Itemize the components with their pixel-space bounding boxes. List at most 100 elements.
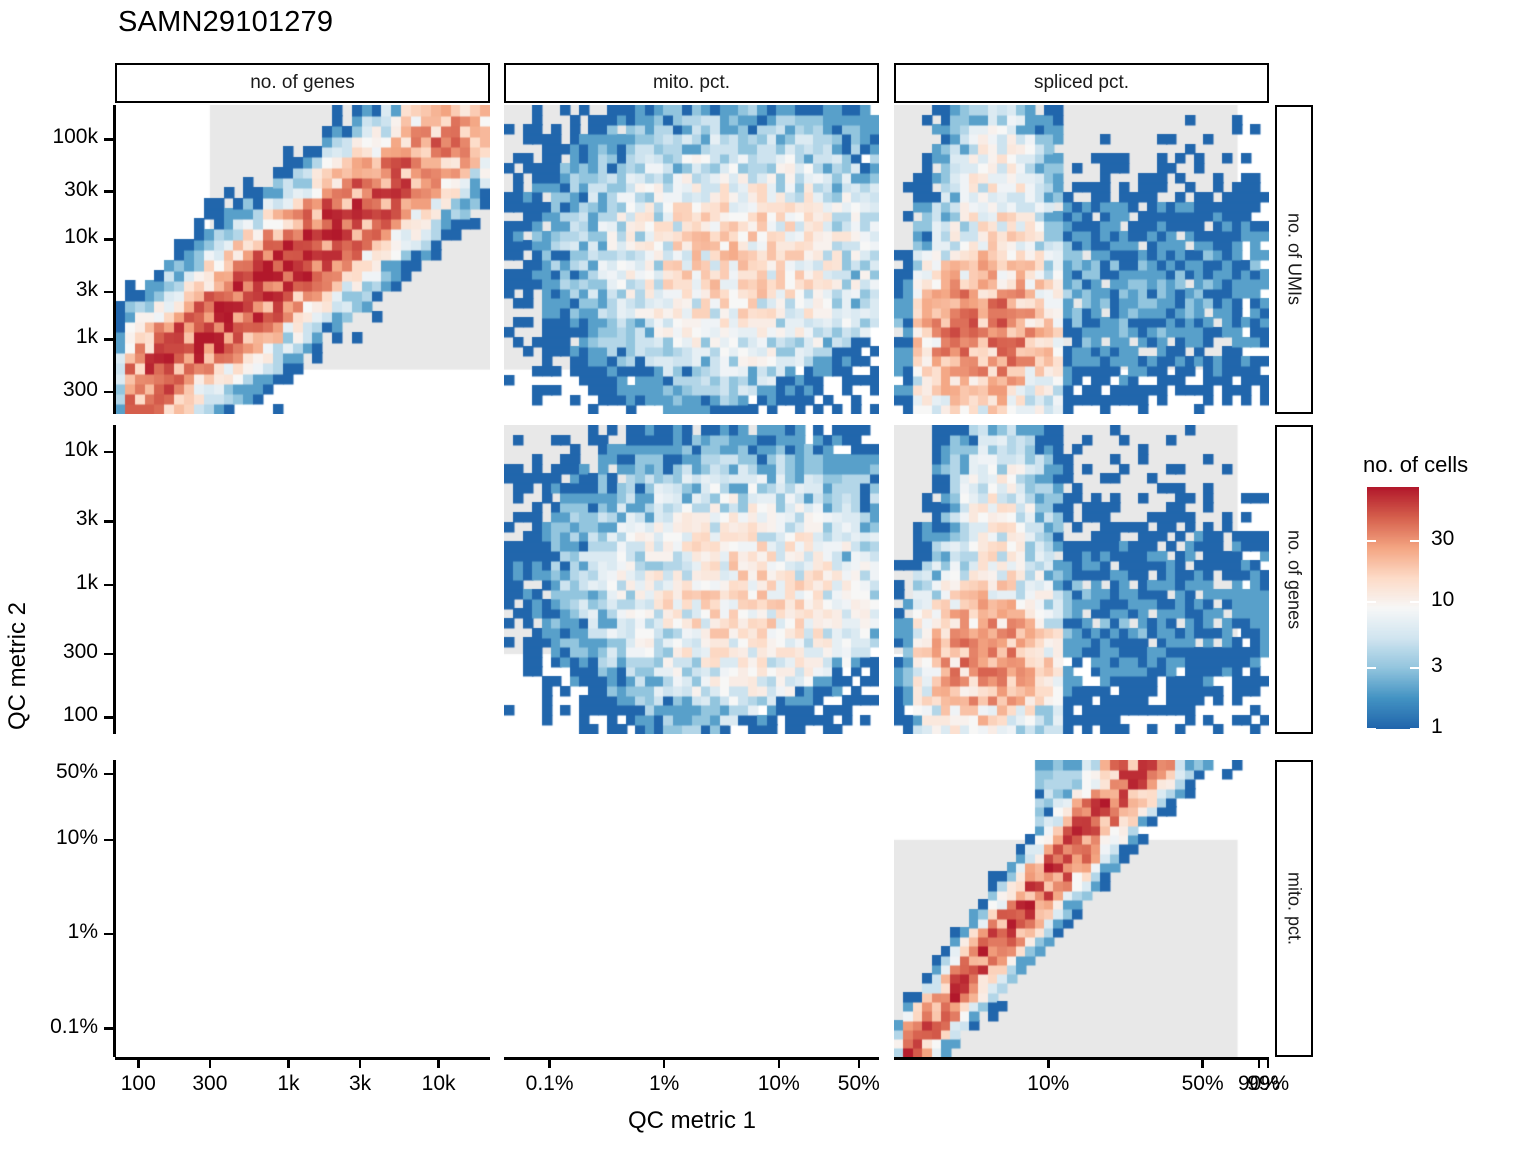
x-tick-label-mito-0: 0.1% <box>525 1072 574 1095</box>
x-tick-label-spliced-3: 99% <box>1247 1072 1290 1095</box>
legend-tick-right-0 <box>1410 540 1419 543</box>
legend-tick-right-3 <box>1410 728 1419 730</box>
heatmap-canvas <box>894 760 1269 1057</box>
legend-tick-label-3: 1 <box>1431 715 1443 738</box>
y-tick-label-umis-3: 3k <box>75 277 98 301</box>
x-tick-label-genes-0: 100 <box>120 1072 156 1095</box>
legend-tick-label-2: 3 <box>1431 654 1443 678</box>
y-tick-label-genes-1: 3k <box>75 507 98 531</box>
x-tick-mito-0 <box>548 1059 551 1068</box>
y-tick-label-umis-5: 300 <box>62 377 98 401</box>
legend-colorbar <box>1367 487 1419 729</box>
x-tick-label-spliced-1: 50% <box>1181 1072 1224 1095</box>
y-tick-umis-0 <box>104 138 113 141</box>
x-tick-label-spliced-0: 10% <box>1027 1072 1070 1095</box>
x-tick-genes-1 <box>208 1059 212 1068</box>
y-tick-label-genes-4: 100 <box>62 703 98 727</box>
x-tick-label-genes-2: 1k <box>277 1072 300 1095</box>
column-strip-spliced: spliced pct. <box>894 63 1269 103</box>
y-tick-label-mito-1: 10% <box>55 825 98 849</box>
x-axis-line-genes <box>115 1057 490 1060</box>
x-axis-title: QC metric 1 <box>627 1107 756 1134</box>
y-tick-label-umis-1: 30k <box>64 177 98 201</box>
row-strip-genes: no. of genes <box>1275 425 1313 734</box>
y-tick-label-umis-2: 10k <box>64 225 98 249</box>
x-tick-spliced-1 <box>1201 1059 1204 1068</box>
y-tick-label-genes-2: 1k <box>75 570 98 594</box>
legend-tick-label-1: 10 <box>1431 587 1455 611</box>
heatmap-canvas <box>894 425 1269 734</box>
y-tick-mito-3 <box>104 1027 113 1030</box>
x-tick-label-genes-1: 300 <box>192 1072 228 1095</box>
y-tick-genes-1 <box>104 520 113 523</box>
y-tick-genes-4 <box>104 716 113 719</box>
column-strip-mito: mito. pct. <box>504 63 879 103</box>
y-tick-label-genes-0: 10k <box>64 438 98 462</box>
column-strip-genes: no. of genes <box>115 63 490 103</box>
y-axis-title: QC metric 2 <box>4 601 31 730</box>
x-tick-spliced-0 <box>1047 1059 1050 1068</box>
heatmap-canvas <box>894 105 1269 414</box>
legend-tick-left-0 <box>1367 540 1376 543</box>
row-strip-label: no. of UMIs <box>1284 213 1305 306</box>
y-tick-umis-3 <box>104 290 113 293</box>
legend-tick-right-2 <box>1410 667 1419 670</box>
x-tick-mito-3 <box>857 1059 861 1068</box>
x-tick-label-mito-2: 10% <box>757 1072 800 1095</box>
panel-umis-vs-spliced <box>894 105 1269 414</box>
y-tick-label-mito-2: 1% <box>67 920 98 944</box>
legend-tick-left-3 <box>1367 728 1376 730</box>
legend-tick-left-2 <box>1367 667 1376 670</box>
y-tick-mito-2 <box>104 932 113 936</box>
x-tick-spliced-3 <box>1266 1059 1270 1068</box>
x-tick-label-genes-3: 3k <box>348 1072 372 1095</box>
panel-genes-vs-mito <box>504 425 879 734</box>
y-tick-umis-5 <box>104 390 113 394</box>
y-tick-label-genes-3: 300 <box>62 640 98 664</box>
legend-gradient <box>1367 487 1419 729</box>
panel-umis-vs-mito <box>504 105 879 414</box>
y-tick-genes-0 <box>104 450 113 454</box>
x-tick-label-genes-4: 10k <box>421 1072 456 1095</box>
row-strip-label: mito. pct. <box>1284 871 1305 946</box>
heatmap-canvas <box>504 105 879 414</box>
y-tick-genes-3 <box>104 652 113 656</box>
x-tick-genes-4 <box>437 1059 440 1068</box>
x-tick-genes-3 <box>358 1059 362 1068</box>
panel-genes-vs-spliced <box>894 425 1269 734</box>
panel-umis-vs-genes <box>115 105 490 414</box>
x-tick-label-mito-3: 50% <box>837 1072 880 1095</box>
row-strip-label: no. of genes <box>1284 529 1305 630</box>
heatmap-canvas <box>115 105 490 414</box>
heatmap-canvas <box>504 425 879 734</box>
legend-tick-right-1 <box>1410 600 1419 603</box>
x-tick-genes-0 <box>137 1059 140 1068</box>
y-tick-genes-2 <box>104 583 113 587</box>
y-tick-label-umis-0: 100k <box>52 125 98 149</box>
y-tick-umis-4 <box>104 338 113 341</box>
y-tick-umis-1 <box>104 190 113 193</box>
legend-tick-left-1 <box>1367 600 1376 603</box>
x-tick-label-spliced-2: 90% <box>1237 1072 1280 1095</box>
x-axis-line-mito <box>504 1057 879 1060</box>
y-axis-line-genes <box>113 425 116 734</box>
y-axis-line-mito <box>113 760 116 1057</box>
y-axis-line-umis <box>113 105 116 414</box>
row-strip-umis: no. of UMIs <box>1275 105 1313 414</box>
y-tick-label-mito-3: 0.1% <box>50 1014 98 1038</box>
x-axis-line-spliced <box>894 1057 1269 1060</box>
y-tick-umis-2 <box>104 238 113 241</box>
legend-tick-label-0: 30 <box>1431 527 1455 551</box>
x-tick-spliced-2 <box>1257 1059 1261 1068</box>
x-tick-mito-1 <box>662 1059 666 1068</box>
panel-mito-vs-spliced <box>894 760 1269 1057</box>
y-tick-mito-0 <box>104 772 113 776</box>
row-strip-mito: mito. pct. <box>1275 760 1313 1057</box>
page-title: SAMN29101279 <box>118 6 334 38</box>
x-tick-genes-2 <box>287 1059 290 1068</box>
y-tick-mito-1 <box>104 838 113 842</box>
y-tick-label-mito-0: 50% <box>55 759 98 783</box>
x-tick-mito-2 <box>777 1059 781 1068</box>
y-tick-label-umis-4: 1k <box>75 325 98 349</box>
legend-title: no. of cells <box>1363 452 1469 477</box>
